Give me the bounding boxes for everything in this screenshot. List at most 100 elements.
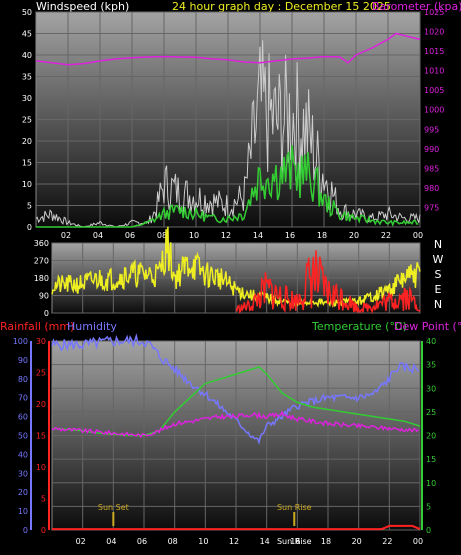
temperature-tick-label: 40 (426, 337, 436, 346)
direction-tick-label: 90 (39, 292, 49, 301)
time-tick-label: 20 (349, 231, 359, 240)
barometer-tick-label: 975 (424, 203, 439, 212)
humidity-tick-label: 30 (18, 469, 28, 478)
humidity-tick-label: 100 (13, 337, 28, 346)
direction-tick-label: 360 (34, 239, 49, 248)
humidity-tick-label: 70 (18, 394, 28, 403)
windspeed-series (35, 32, 421, 228)
compass-label: E (435, 283, 442, 296)
rainfall-title: Rainfall (mm) (0, 320, 74, 333)
time-tick-label: 06 (125, 231, 135, 240)
time-tick-label: 20 (352, 537, 362, 546)
windspeed-tick-label: 25 (22, 116, 32, 125)
temperature-tick-label: 30 (426, 384, 436, 393)
time-tick-label: 02 (76, 537, 86, 546)
barometer-axis: 975 980 985 990 995 1000 1005 1010 1015 1020 1025 (424, 8, 444, 212)
barometer-tick-label: 1015 (424, 47, 444, 56)
time-tick-label: 14 (260, 537, 270, 546)
humidity-tick-label: 80 (18, 375, 28, 384)
windspeed-tick-label: 40 (22, 51, 32, 60)
compass-label: N (434, 238, 442, 251)
rainfall-tick-label: 20 (36, 400, 46, 409)
temperature-tick-label: 5 (426, 502, 431, 511)
compass-label: S (435, 268, 442, 281)
time-tick-label: 18 (321, 537, 331, 546)
temperature-title: Temperature (°C) (311, 320, 407, 333)
direction-average-line (51, 226, 421, 309)
rainfall-tick-label: 0 (41, 526, 46, 535)
time-tick-label: 10 (198, 537, 208, 546)
humidity-title: Humidity (67, 320, 117, 333)
barometer-tick-label: 1005 (424, 86, 444, 95)
sunrise-bottom-label: Sun Rise (277, 537, 312, 546)
time-axis-bottom: 02 04 06 08 10 12 14 16 18 20 22 00 Sun Rise (76, 537, 424, 546)
temperature-tick-label: 35 (426, 361, 436, 370)
temperature-tick-label: 10 (426, 479, 436, 488)
direction-line (235, 250, 421, 315)
windspeed-tick-label: 10 (22, 180, 32, 189)
temperature-axis: 0 5 10 15 20 25 30 35 40 (426, 337, 436, 535)
windspeed-title: Windspeed (kph) (36, 0, 129, 13)
barometer-tick-label: 1025 (424, 8, 444, 17)
time-tick-label: 08 (157, 231, 167, 240)
windspeed-tick-label: 20 (22, 137, 32, 146)
dewpoint-title: Dew Point (°C) (394, 320, 461, 333)
compass-label: N (434, 298, 442, 311)
humidity-tick-label: 20 (18, 488, 28, 497)
rainfall-line (52, 524, 421, 531)
time-tick-label: 22 (382, 537, 392, 546)
time-tick-label: 00 (413, 231, 423, 240)
temperature-tick-label: 25 (426, 408, 436, 417)
humidity-tick-label: 50 (18, 432, 28, 441)
windspeed-tick-label: 30 (22, 94, 32, 103)
barometer-title: Barometer (kpa) (372, 0, 461, 13)
barometer-tick-label: 995 (424, 125, 439, 134)
temperature-series (51, 333, 421, 531)
temperature-tick-label: 20 (426, 432, 436, 441)
barometer-tick-label: 1010 (424, 67, 444, 76)
direction-axis: 0 90 180 270 360 (34, 239, 49, 318)
compass-label: W (433, 253, 444, 266)
direction-tick-label: 180 (34, 274, 49, 283)
windspeed-grid (36, 11, 421, 228)
time-tick-label: 10 (189, 231, 199, 240)
barometer-tick-label: 990 (424, 145, 439, 154)
windspeed-tick-label: 0 (27, 223, 32, 232)
sunrise-label: Sun Rise (277, 503, 312, 512)
humidity-tick-label: 40 (18, 450, 28, 459)
windspeed-tick-label: 50 (22, 8, 32, 17)
time-tick-label: 22 (381, 231, 391, 240)
graph-title: 24 hour graph day : December 15 2025 (172, 0, 391, 13)
humidity-tick-label: 10 (18, 507, 28, 516)
rainfall-tick-label: 10 (36, 463, 46, 472)
windspeed-tick-label: 5 (27, 202, 32, 211)
sunset-label: Sun Set (98, 503, 129, 512)
rainfall-axis: 0 5 10 15 20 25 30 (36, 337, 46, 535)
time-tick-label: 18 (317, 231, 327, 240)
windspeed-axis: 0 5 10 15 20 25 30 35 40 45 50 (22, 8, 32, 232)
humidity-axis: 0 10 20 30 40 50 60 70 80 90 100 (13, 337, 28, 535)
rainfall-tick-label: 15 (36, 432, 46, 441)
barometer-tick-label: 1000 (424, 106, 444, 115)
barometer-line (35, 32, 421, 66)
rainfall-tick-label: 5 (41, 495, 46, 504)
time-tick-label: 00 (413, 537, 423, 546)
rainfall-tick-label: 30 (36, 337, 46, 346)
wind-average-line (36, 145, 419, 228)
temperature-tick-label: 15 (426, 455, 436, 464)
sunset-marker: Sun Set (98, 503, 129, 526)
direction-tick-label: 0 (44, 309, 49, 318)
time-tick-label: 04 (106, 537, 116, 546)
sunrise-marker: Sun Rise (277, 503, 312, 526)
humidity-tick-label: 60 (18, 413, 28, 422)
time-tick-label: 06 (137, 537, 147, 546)
windspeed-tick-label: 45 (22, 30, 32, 39)
humidity-tick-label: 90 (18, 356, 28, 365)
time-tick-label: 02 (61, 231, 71, 240)
windspeed-tick-label: 15 (22, 159, 32, 168)
time-tick-label: 12 (221, 231, 231, 240)
barometer-tick-label: 985 (424, 164, 439, 173)
dewpoint-line (51, 410, 420, 439)
time-tick-label: 04 (93, 231, 103, 240)
